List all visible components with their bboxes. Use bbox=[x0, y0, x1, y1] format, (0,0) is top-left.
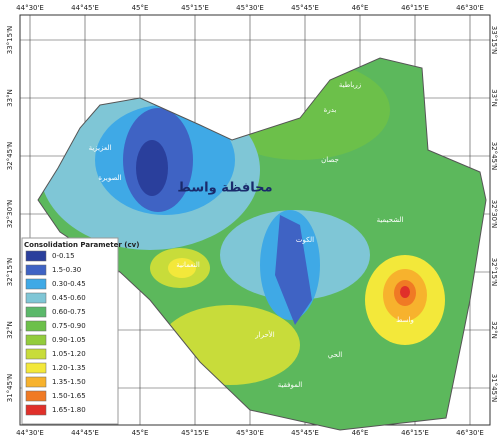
place-name: زرباطية bbox=[339, 81, 361, 89]
bottom-label: 46°15'E bbox=[401, 429, 429, 437]
legend-swatch bbox=[25, 376, 47, 388]
place-name: الشحيمية bbox=[377, 216, 404, 224]
legend-label: 0.75-0.90 bbox=[52, 322, 86, 330]
place-name: النعمانية bbox=[176, 261, 200, 269]
legend-label: 1.50-1.65 bbox=[52, 392, 86, 400]
legend-label: 0.90-1.05 bbox=[52, 336, 86, 344]
left-label: 33°15'N bbox=[6, 26, 14, 54]
legend-swatch bbox=[25, 278, 47, 290]
place-name: الكوت bbox=[296, 236, 314, 244]
place-name: بدرة bbox=[324, 106, 337, 114]
legend-swatch bbox=[25, 320, 47, 332]
top-label: 44°45'E bbox=[71, 4, 99, 12]
bottom-label: 45°30'E bbox=[236, 429, 264, 437]
right-label: 33°15'N bbox=[490, 26, 498, 54]
legend-swatch bbox=[25, 250, 47, 262]
top-label: 44°30'E bbox=[16, 4, 44, 12]
legend-label: 0.45-0.60 bbox=[52, 294, 86, 302]
place-name: الصويرة bbox=[98, 174, 121, 182]
top-label: 45°15'E bbox=[181, 4, 209, 12]
legend-swatch bbox=[25, 292, 47, 304]
legend-swatch bbox=[25, 334, 47, 346]
bottom-label: 45°45'E bbox=[291, 429, 319, 437]
left-label: 32°N bbox=[6, 321, 14, 339]
top-label: 46°30'E bbox=[456, 4, 484, 12]
left-label: 32°15'N bbox=[6, 258, 14, 286]
legend-label: 1.05-1.20 bbox=[52, 350, 86, 358]
legend-label: 0.60-0.75 bbox=[52, 308, 86, 316]
legend-label: 1.65-1.80 bbox=[52, 406, 86, 414]
right-label: 32°30'N bbox=[490, 200, 498, 228]
legend-label: 1.20-1.35 bbox=[52, 364, 86, 372]
right-label: 33°N bbox=[490, 89, 498, 107]
left-label: 31°45'N bbox=[6, 374, 14, 402]
left-label: 32°45'N bbox=[6, 142, 14, 170]
province-border bbox=[37, 57, 487, 431]
top-label: 45°E bbox=[132, 4, 149, 12]
left-label: 32°30'N bbox=[6, 200, 14, 228]
bottom-label: 45°15'E bbox=[181, 429, 209, 437]
bottom-label: 46°30'E bbox=[456, 429, 484, 437]
legend-swatch bbox=[25, 306, 47, 318]
legend-label: 0-0.15 bbox=[52, 252, 75, 260]
place-name: الموفقية bbox=[278, 381, 303, 389]
legend-label: 1.5-0.30 bbox=[52, 266, 81, 274]
legend-label: 1.35-1.50 bbox=[52, 378, 86, 386]
top-label: 46°15'E bbox=[401, 4, 429, 12]
legend-swatch bbox=[25, 404, 47, 416]
place-name: الحي bbox=[328, 351, 342, 359]
right-label: 32°15'N bbox=[490, 258, 498, 286]
place-name: واسط bbox=[396, 316, 414, 324]
place-name: الأحرار bbox=[254, 330, 275, 339]
top-label: 45°45'E bbox=[291, 4, 319, 12]
right-label: 32°N bbox=[490, 321, 498, 339]
bottom-label: 45°E bbox=[132, 429, 149, 437]
top-label: 46°E bbox=[352, 4, 369, 12]
legend-swatch bbox=[25, 390, 47, 402]
bottom-label: 44°30'E bbox=[16, 429, 44, 437]
left-label: 33°N bbox=[6, 89, 14, 107]
legend-label: 0.30-0.45 bbox=[52, 280, 86, 288]
right-label: 32°45'N bbox=[490, 142, 498, 170]
legend: Consolidation Parameter (cv) 0-0.15 1.5-0… bbox=[21, 237, 139, 425]
place-name: العزيزية bbox=[89, 144, 112, 152]
bottom-label: 46°E bbox=[352, 429, 369, 437]
place-name: جصان bbox=[321, 156, 339, 164]
right-label: 31°45'N bbox=[490, 374, 498, 402]
legend-swatch bbox=[25, 264, 47, 276]
legend-swatch bbox=[25, 362, 47, 374]
bottom-label: 44°45'E bbox=[71, 429, 99, 437]
top-label: 45°30'E bbox=[236, 4, 264, 12]
province-name: محافظة واسط bbox=[177, 181, 272, 196]
legend-title: Consolidation Parameter (cv) bbox=[24, 241, 139, 249]
legend-swatch bbox=[25, 348, 47, 360]
